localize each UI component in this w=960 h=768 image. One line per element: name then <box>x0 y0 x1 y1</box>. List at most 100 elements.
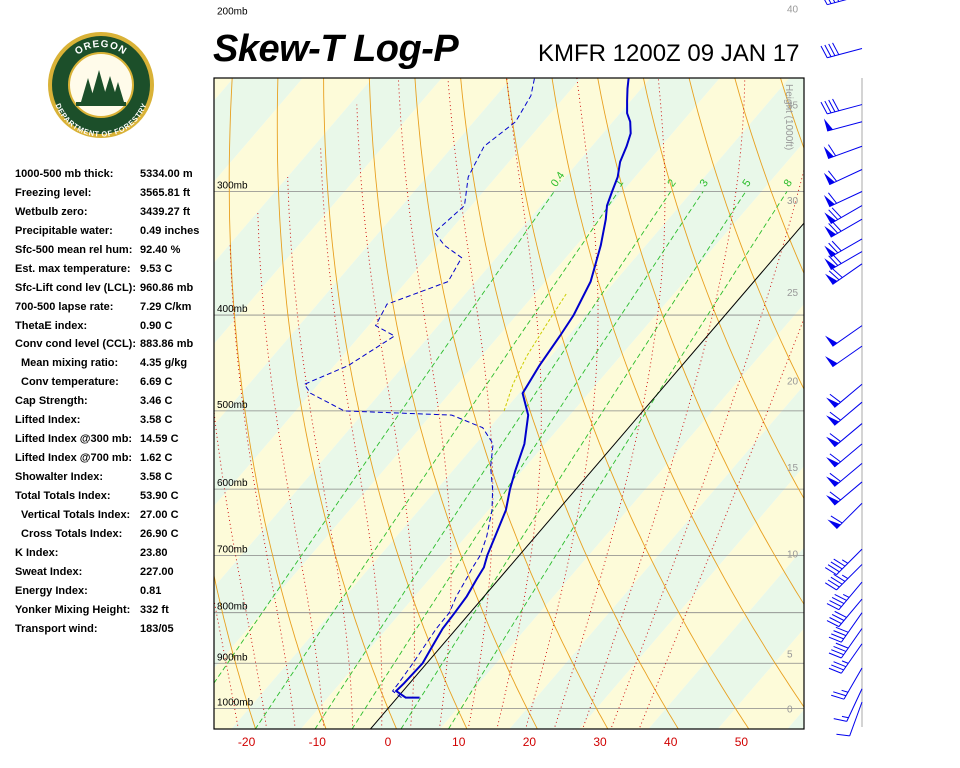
stat-value: 3.58 C <box>140 414 173 427</box>
stat-label: Cap Strength: <box>15 395 88 408</box>
stat-value: 3.46 C <box>140 395 173 408</box>
wind-barb <box>828 628 863 659</box>
temperature-band <box>509 385 804 729</box>
stat-value: 5334.00 m <box>140 168 193 180</box>
stat-value: 0.81 <box>140 584 162 597</box>
plot-frame <box>213 77 805 730</box>
dry-adiabat <box>780 78 804 150</box>
stat-label: Lifted Index: <box>15 414 81 427</box>
wind-barb-full <box>833 691 847 697</box>
moist-adiabat <box>257 212 325 729</box>
stat-value: 14.59 C <box>140 433 179 446</box>
stat-label: Cross Totals Index: <box>21 527 123 540</box>
wind-barb <box>824 218 863 238</box>
wind-barb-shaft <box>840 643 863 674</box>
moist-adiabat <box>320 146 383 729</box>
wind-barb-full <box>829 617 842 625</box>
wind-barb-full <box>831 664 844 671</box>
stat-label: Showalter Index: <box>15 471 104 483</box>
wind-barb-full <box>829 491 841 501</box>
pressure-label: 700mb <box>217 544 248 555</box>
stat-label: Vertical Totals Index: <box>21 508 131 521</box>
wind-barb-flag <box>824 225 837 238</box>
height-tick-label: 35 <box>787 101 799 112</box>
wind-barb-flag <box>824 258 837 270</box>
wind-barb-full <box>833 558 846 567</box>
x-tick-label: 20 <box>523 735 537 749</box>
wind-barb <box>820 42 863 59</box>
wind-barb-half <box>842 593 850 598</box>
wind-barb <box>824 548 863 576</box>
wind-barb-shaft <box>827 121 863 132</box>
x-tick-label: 10 <box>452 735 466 749</box>
wind-barb-flag <box>826 495 840 506</box>
wind-barb-full <box>829 393 841 403</box>
wind-barb-full <box>827 579 840 588</box>
wind-barb-flag <box>823 118 834 132</box>
wind-barb-half <box>841 559 849 564</box>
x-tick-label: 0 <box>385 735 392 749</box>
wind-barb-shaft <box>838 581 863 610</box>
wind-barb-full <box>833 718 847 722</box>
pressure-label: 900mb <box>217 652 248 663</box>
dry-adiabat <box>414 78 609 729</box>
wind-barb-full <box>831 633 844 640</box>
mixing-ratio-line <box>314 191 672 729</box>
wind-barb-full <box>828 144 837 157</box>
stat-value: 23.80 <box>140 546 168 559</box>
wind-barb-full <box>824 582 837 591</box>
dry-adiabat <box>368 78 538 729</box>
wind-barb-full <box>835 626 849 633</box>
wind-barb-full <box>829 453 841 463</box>
wind-barb-full <box>826 603 840 611</box>
dry-adiabat <box>505 78 750 729</box>
height-tick-label: 10 <box>787 549 799 560</box>
wind-barb-full <box>832 42 840 55</box>
temperature-band <box>214 78 790 729</box>
wind-barb <box>826 481 863 506</box>
stat-label: Lifted Index @300 mb: <box>15 433 133 446</box>
stat-value: 7.29 C/km <box>140 300 192 313</box>
stat-label: Mean mixing ratio: <box>21 357 119 370</box>
chart-title: Skew-T Log-P <box>213 28 459 70</box>
dry-adiabat <box>860 0 960 749</box>
wind-barb-full <box>828 223 839 234</box>
wind-barb-full <box>831 240 842 252</box>
wind-barb-shaft <box>834 423 863 448</box>
wind-barb-shaft <box>840 612 863 643</box>
wind-barb <box>824 205 863 225</box>
wind-barb-full <box>833 573 846 582</box>
stat-label: ThetaE index: <box>15 319 88 332</box>
wind-barb <box>825 263 863 285</box>
stat-value: 4.35 g/kg <box>140 357 188 370</box>
pressure-label: 500mb <box>217 400 248 411</box>
dry-adiabat <box>642 78 804 500</box>
wind-barb-flag <box>826 415 840 426</box>
stat-value: 26.90 C <box>140 527 179 540</box>
wind-barb-half <box>841 715 849 719</box>
wind-barb-full <box>830 515 843 524</box>
height-tick-label: 40 <box>787 5 799 16</box>
mixing-ratio-label: 5 <box>740 177 753 189</box>
stat-value: 9.53 C <box>140 262 173 275</box>
pressure-label: 600mb <box>217 478 248 489</box>
wind-barb-full <box>828 242 839 254</box>
stat-value: 1.62 C <box>140 452 173 465</box>
wind-barb-full <box>830 576 843 585</box>
stat-label: Total Totals Index: <box>15 489 111 502</box>
wind-barb <box>828 612 863 643</box>
temperature-trace <box>394 78 632 699</box>
wind-barb-shaft <box>832 325 863 347</box>
wind-barb-flag <box>826 476 840 487</box>
wind-barb-shaft <box>827 104 863 115</box>
x-tick-label: -20 <box>238 735 256 749</box>
stat-value: 3565.81 ft <box>140 186 191 199</box>
zero-isotherm <box>369 222 804 729</box>
wind-barb-flag <box>826 457 840 468</box>
mixing-ratio-line <box>214 191 555 684</box>
x-tick-label: -10 <box>309 735 327 749</box>
logo-trees-icon <box>76 70 126 106</box>
wind-barb-shaft <box>828 145 863 160</box>
x-tick-label: 30 <box>593 735 607 749</box>
stat-value: 3439.27 ft <box>140 205 191 218</box>
